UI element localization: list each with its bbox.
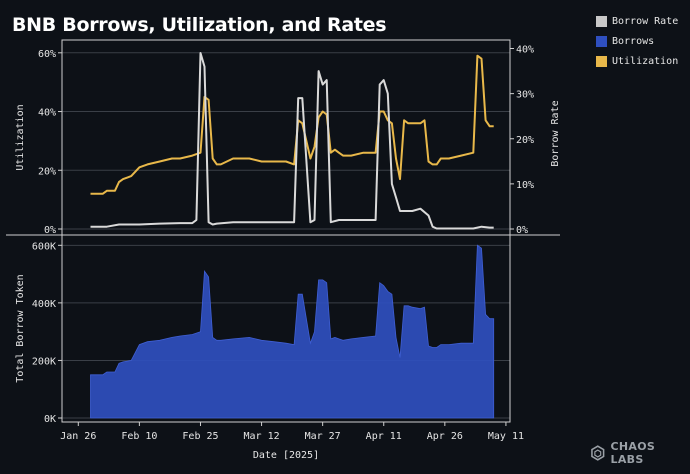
brand-logo: CHAOS LABS [590,440,690,466]
top-right-tick-label: 40% [516,45,534,56]
top-right-tick-label: 10% [516,180,534,191]
bottom-left-axis-label: Total Borrow Token [15,274,26,382]
x-tick-label: Mar 12 [244,431,280,442]
top-left-tick-label: 40% [38,108,56,119]
x-tick-label: Feb 10 [121,431,157,442]
x-tick-label: Apr 26 [427,431,463,442]
bottom-left-tick-label: 400K [32,299,56,310]
top-right-tick-label: 20% [516,135,534,146]
borrows-area [90,244,495,419]
bottom-left-tick-label: 0K [44,414,56,425]
top-left-tick-label: 60% [38,49,56,60]
utilization-line [90,54,494,195]
bottom-left-tick-label: 600K [32,241,56,252]
legend-label-borrows: Borrows [612,35,655,47]
x-axis-label: Date [2025] [253,450,319,461]
top-panel-frame [61,39,511,236]
borrows-area-layer [90,244,495,419]
chart-title: BNB Borrows, Utilization, and Rates [12,14,387,36]
top-right-tick-label: 30% [516,90,534,101]
chaos-labs-hex-icon [591,445,605,461]
panel-frames [6,39,560,423]
top-left-tick-label: 0% [44,225,56,236]
borrow-rate-line [90,52,494,230]
legend-swatch-borrow-rate [596,15,607,27]
legend-label-borrow-rate: Borrow Rate [612,15,679,27]
x-tick-label: Jan 26 [60,431,96,442]
legend-item-borrow-rate: Borrow Rate [596,11,678,31]
axes-layer: 0% 20% 40% 60% 0% 10% 20% 30% 40% 0K 200K 400K 600K J… [15,45,561,461]
legend-swatch-borrows [596,35,607,47]
top-grid [62,52,510,230]
legend-item-utilization: Utilization [596,51,678,71]
legend-label-utilization: Utilization [612,55,679,67]
x-tick-label: Feb 25 [182,431,218,442]
top-right-axis-label: Borrow Rate [550,100,561,166]
bottom-left-tick-label: 200K [32,356,56,367]
legend-swatch-utilization [596,55,607,67]
x-tick-label: May 11 [488,431,524,442]
top-left-tick-label: 20% [38,166,56,177]
x-tick-label: Mar 27 [305,431,341,442]
top-lines-layer [90,52,494,230]
top-right-tick-label: 0% [516,225,528,236]
x-tick-label: Apr 11 [366,431,402,442]
legend: Borrow Rate Borrows Utilization [596,11,678,71]
top-left-axis-label: Utilization [15,104,26,170]
legend-item-borrows: Borrows [596,31,678,51]
brand-text: CHAOS LABS [610,440,656,466]
